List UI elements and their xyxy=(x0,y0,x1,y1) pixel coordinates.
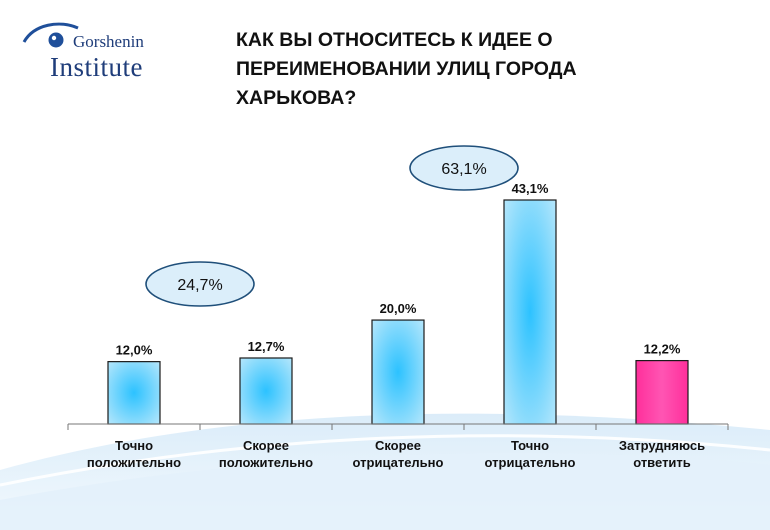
bar-2 xyxy=(371,319,425,425)
brand-logo: Gorshenin Institute xyxy=(20,18,170,88)
annotation-bubble-1 xyxy=(409,145,519,191)
category-label-3: Точно отрицательно xyxy=(484,438,576,470)
category-label-1: Скорее положительно xyxy=(218,438,314,470)
value-label-2: 20,0% xyxy=(380,301,417,316)
value-label-1: 12,7% xyxy=(248,339,285,354)
bar-1 xyxy=(239,357,293,425)
category-label-0: Точно положительно xyxy=(86,438,182,470)
bar-4 xyxy=(635,359,689,425)
value-label-0: 12,0% xyxy=(116,343,153,358)
category-label-4: Затрудняюсь ответить xyxy=(618,438,706,470)
bar-0 xyxy=(107,361,161,425)
category-label-2: Скорее отрицательно xyxy=(352,438,444,470)
chart-title-line: КАК ВЫ ОТНОСИТЕСЬ К ИДЕЕ О xyxy=(236,29,553,51)
logo-text-top: Gorshenin xyxy=(73,32,144,51)
annotation-label-1: 63,1% xyxy=(441,161,486,178)
annotation-bubble-0 xyxy=(145,261,255,307)
annotation-label-0: 24,7% xyxy=(177,277,222,294)
chart-title-line: ПЕРЕИМЕНОВАНИИ УЛИЦ ГОРОДА xyxy=(236,58,577,80)
bar-3 xyxy=(503,199,557,425)
value-label-4: 12,2% xyxy=(644,342,681,357)
logo-text-bottom: Institute xyxy=(50,52,143,82)
chart-title: КАК ВЫ ОТНОСИТЕСЬ К ИДЕЕ О ПЕРЕИМЕНОВАНИ… xyxy=(236,26,656,113)
value-label-3: 43,1% xyxy=(512,181,549,196)
eye-icon xyxy=(22,22,79,48)
chart-title-line: ХАРЬКОВА? xyxy=(236,87,357,109)
